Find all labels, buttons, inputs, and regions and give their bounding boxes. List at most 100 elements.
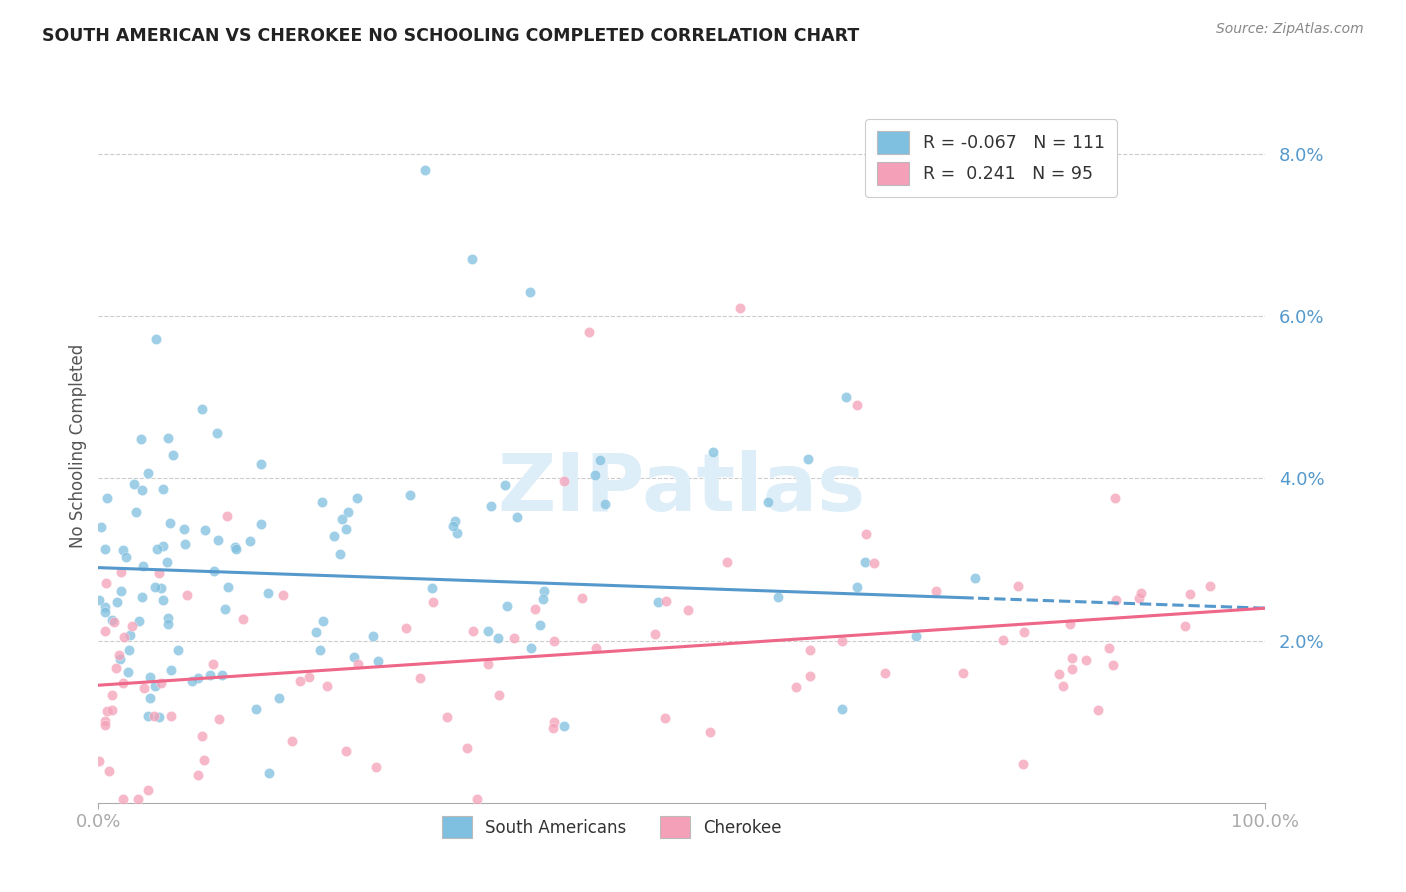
Point: [1098, 641, 1121, 656]
Point: [308, 642, 330, 657]
Y-axis label: No Schooling Completed: No Schooling Completed: [69, 344, 87, 548]
Point: [655, 594, 678, 608]
Point: [330, 512, 353, 526]
Point: [159, 664, 181, 678]
Point: [132, 681, 155, 696]
Point: [1007, 579, 1029, 593]
Point: [583, 468, 606, 483]
Point: [152, 482, 174, 496]
Point: [855, 526, 877, 541]
Point: [111, 542, 134, 557]
Point: [201, 657, 224, 672]
Point: [191, 729, 214, 743]
Point: [1199, 579, 1222, 593]
Point: [208, 712, 231, 726]
Point: [127, 791, 149, 805]
Point: [342, 650, 364, 665]
Point: [96, 704, 118, 718]
Point: [422, 595, 444, 609]
Point: [166, 643, 188, 657]
Point: [578, 326, 600, 340]
Point: [107, 648, 129, 663]
Point: [647, 595, 669, 609]
Point: [1101, 657, 1123, 672]
Point: [257, 766, 280, 780]
Point: [160, 709, 183, 723]
Point: [1174, 619, 1197, 633]
Point: [112, 676, 135, 690]
Point: [797, 451, 820, 466]
Point: [211, 667, 233, 681]
Point: [159, 516, 181, 530]
Point: [245, 702, 267, 716]
Point: [225, 542, 247, 557]
Point: [94, 542, 117, 557]
Point: [541, 721, 564, 735]
Point: [904, 629, 927, 643]
Point: [224, 540, 246, 554]
Point: [94, 714, 117, 729]
Point: [993, 633, 1015, 648]
Point: [486, 632, 509, 646]
Point: [156, 555, 179, 569]
Point: [1052, 679, 1074, 693]
Point: [249, 517, 271, 532]
Point: [799, 643, 821, 657]
Point: [205, 425, 228, 440]
Point: [364, 760, 387, 774]
Point: [413, 163, 436, 178]
Point: [543, 715, 565, 730]
Point: [676, 603, 699, 617]
Point: [125, 505, 148, 519]
Point: [217, 581, 239, 595]
Point: [305, 625, 328, 640]
Point: [94, 600, 117, 615]
Point: [101, 688, 124, 702]
Point: [799, 668, 821, 682]
Point: [730, 301, 752, 315]
Point: [129, 432, 152, 446]
Point: [465, 791, 488, 805]
Point: [138, 670, 160, 684]
Point: [156, 616, 179, 631]
Point: [121, 619, 143, 633]
Point: [853, 555, 876, 569]
Point: [267, 691, 290, 706]
Point: [148, 566, 170, 580]
Point: [108, 652, 131, 666]
Point: [112, 630, 135, 644]
Point: [111, 791, 134, 805]
Point: [190, 401, 212, 416]
Point: [150, 581, 173, 595]
Point: [174, 537, 197, 551]
Point: [1087, 703, 1109, 717]
Point: [100, 613, 122, 627]
Point: [589, 453, 612, 467]
Point: [87, 592, 110, 607]
Point: [347, 657, 370, 671]
Point: [143, 580, 166, 594]
Point: [965, 571, 987, 585]
Point: [214, 602, 236, 616]
Point: [494, 477, 516, 491]
Point: [367, 654, 389, 668]
Point: [716, 555, 738, 569]
Point: [529, 617, 551, 632]
Point: [138, 709, 160, 723]
Point: [128, 614, 150, 628]
Point: [162, 448, 184, 462]
Point: [131, 483, 153, 498]
Point: [93, 624, 115, 638]
Point: [1128, 591, 1150, 605]
Point: [420, 581, 443, 595]
Point: [115, 550, 138, 565]
Text: Source: ZipAtlas.com: Source: ZipAtlas.com: [1216, 22, 1364, 37]
Point: [524, 602, 547, 616]
Point: [520, 641, 543, 656]
Point: [145, 332, 167, 346]
Point: [441, 518, 464, 533]
Point: [132, 559, 155, 574]
Point: [785, 680, 807, 694]
Point: [461, 252, 484, 267]
Point: [232, 612, 254, 626]
